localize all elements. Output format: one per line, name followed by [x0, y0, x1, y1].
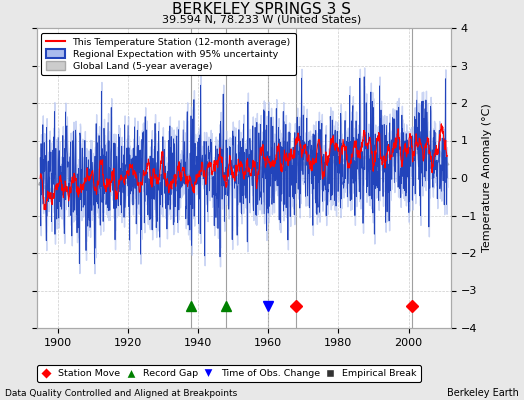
Legend: Station Move, Record Gap, Time of Obs. Change, Empirical Break: Station Move, Record Gap, Time of Obs. C…	[37, 365, 421, 382]
Y-axis label: Temperature Anomaly (°C): Temperature Anomaly (°C)	[483, 104, 493, 252]
Text: Berkeley Earth: Berkeley Earth	[447, 388, 519, 398]
Text: 39.594 N, 78.233 W (United States): 39.594 N, 78.233 W (United States)	[162, 14, 362, 24]
Text: Data Quality Controlled and Aligned at Breakpoints: Data Quality Controlled and Aligned at B…	[5, 389, 237, 398]
Text: BERKELEY SPRINGS 3 S: BERKELEY SPRINGS 3 S	[172, 2, 352, 17]
